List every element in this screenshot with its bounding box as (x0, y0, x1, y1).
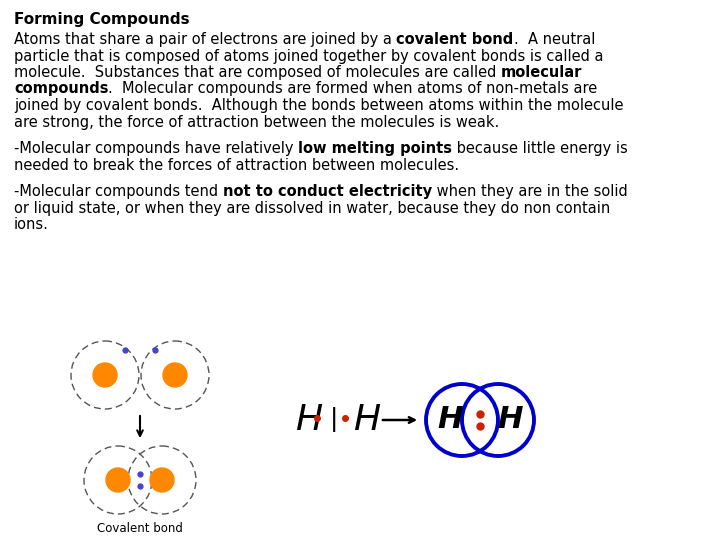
Text: when they are in the solid: when they are in the solid (432, 184, 628, 199)
Text: -Molecular compounds tend: -Molecular compounds tend (14, 184, 222, 199)
Text: needed to break the forces of attraction between molecules.: needed to break the forces of attraction… (14, 158, 459, 172)
Circle shape (150, 468, 174, 492)
Text: molecule.  Substances that are composed of molecules are called: molecule. Substances that are composed o… (14, 65, 501, 80)
Circle shape (163, 363, 187, 387)
Text: .  A neutral: . A neutral (514, 32, 595, 47)
Text: Covalent bond: Covalent bond (97, 522, 183, 535)
Text: |: | (330, 408, 338, 433)
Text: -Molecular compounds have relatively: -Molecular compounds have relatively (14, 141, 298, 156)
Text: or liquid state, or when they are dissolved in water, because they do non contai: or liquid state, or when they are dissol… (14, 200, 611, 215)
Text: compounds: compounds (14, 82, 109, 97)
Circle shape (106, 468, 130, 492)
Text: H: H (498, 406, 523, 435)
Text: joined by covalent bonds.  Although the bonds between atoms within the molecule: joined by covalent bonds. Although the b… (14, 98, 624, 113)
Text: covalent bond: covalent bond (397, 32, 514, 47)
Text: molecular: molecular (501, 65, 582, 80)
Text: low melting points: low melting points (298, 141, 452, 156)
Text: H: H (295, 403, 322, 437)
Text: ions.: ions. (14, 217, 49, 232)
Text: H: H (353, 403, 380, 437)
Text: not to conduct electricity: not to conduct electricity (222, 184, 432, 199)
Text: H: H (437, 406, 463, 435)
Text: are strong, the force of attraction between the molecules is weak.: are strong, the force of attraction betw… (14, 114, 499, 130)
Circle shape (93, 363, 117, 387)
Text: .  Molecular compounds are formed when atoms of non-metals are: . Molecular compounds are formed when at… (109, 82, 598, 97)
Text: because little energy is: because little energy is (452, 141, 628, 156)
Text: Forming Compounds: Forming Compounds (14, 12, 189, 27)
Text: Atoms that share a pair of electrons are joined by a: Atoms that share a pair of electrons are… (14, 32, 397, 47)
Text: particle that is composed of atoms joined together by covalent bonds is called a: particle that is composed of atoms joine… (14, 49, 603, 64)
